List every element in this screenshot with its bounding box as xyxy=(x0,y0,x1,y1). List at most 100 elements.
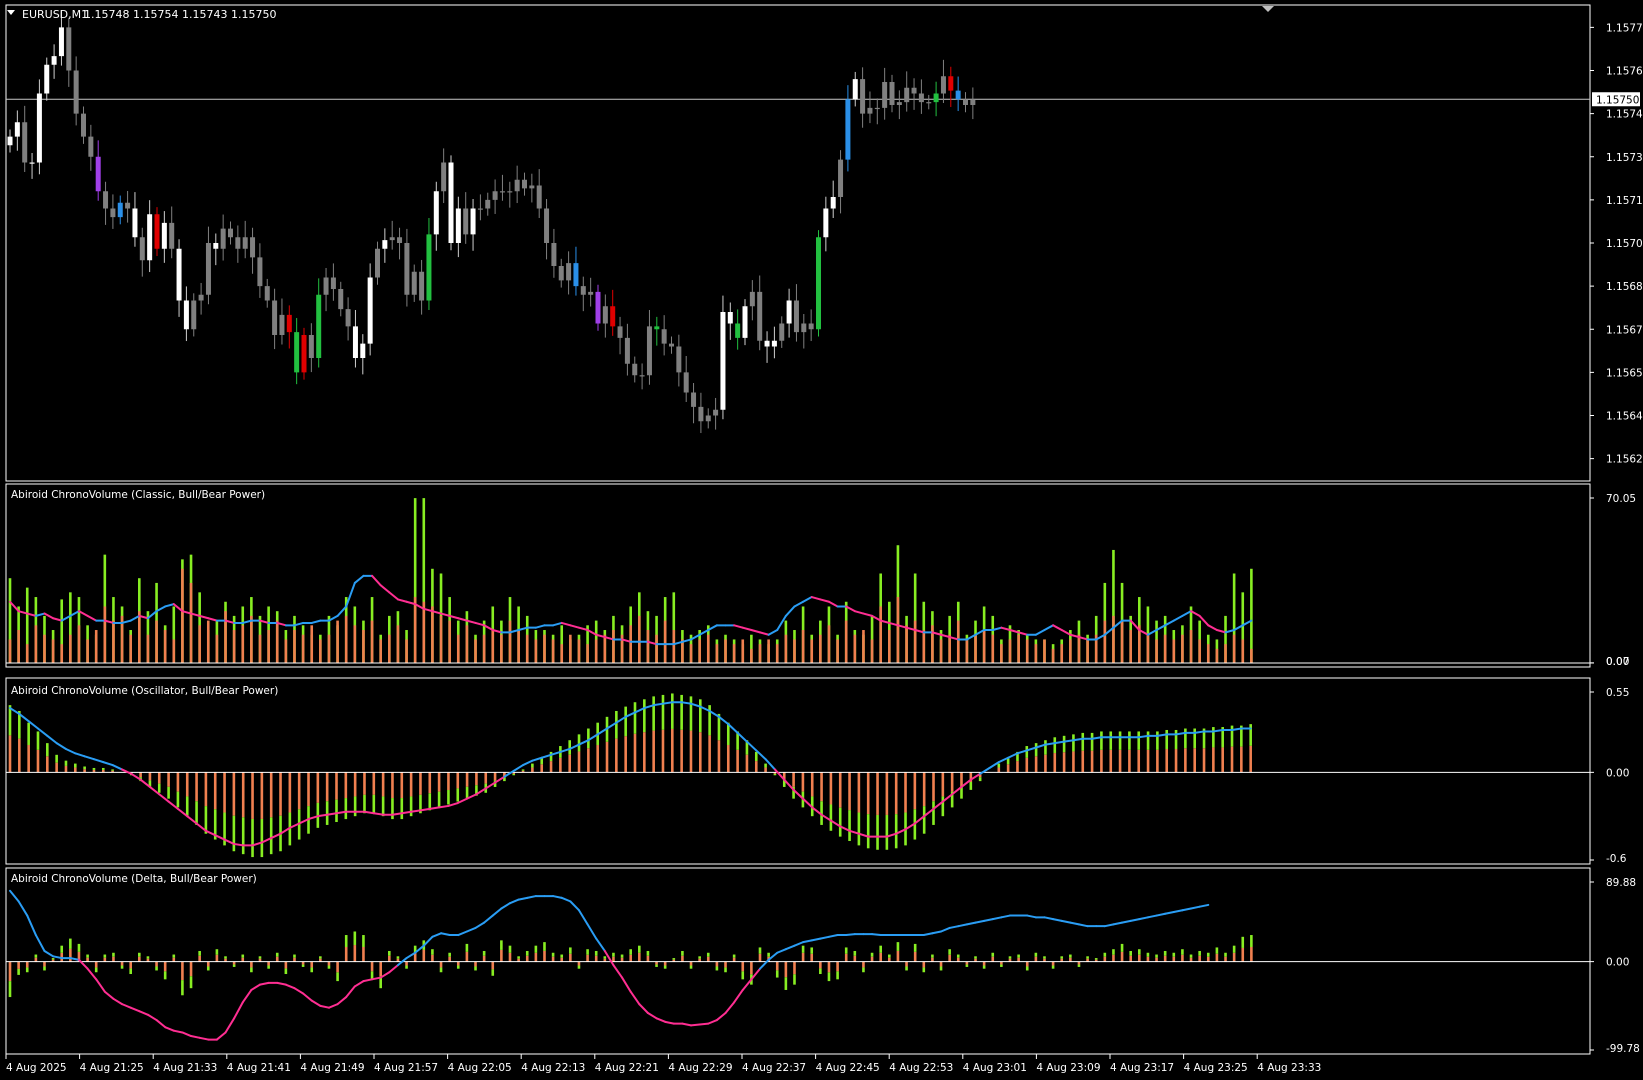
bull-power-bar xyxy=(620,954,624,958)
delta-signal-line xyxy=(655,1017,667,1023)
candle-body xyxy=(911,87,917,94)
classic-signal-line xyxy=(888,621,899,627)
bear-power-bar xyxy=(801,952,805,962)
osc-signal-line xyxy=(120,768,133,775)
bear-power-bar xyxy=(1034,956,1038,962)
delta-signal-line xyxy=(1198,903,1210,908)
candle-body xyxy=(250,237,256,258)
candle-body xyxy=(573,263,579,287)
classic-indicator-pane[interactable]: 70.05 0.070.00 xyxy=(5,483,1636,668)
candle-body xyxy=(683,372,689,393)
delta-indicator-pane[interactable]: 89.88 0.00 -99.78 xyxy=(5,867,1640,1055)
osc-tick-label: -0.6 xyxy=(1606,853,1627,865)
shift-marker-icon[interactable] xyxy=(1262,6,1274,12)
classic-signal-line xyxy=(129,614,141,622)
classic-signal-line xyxy=(86,614,98,622)
bear-power-bar xyxy=(1146,634,1150,663)
classic-signal-line xyxy=(52,617,63,622)
bear-power-bar xyxy=(848,772,851,811)
bull-power-bar xyxy=(941,796,945,817)
bear-power-bar xyxy=(474,961,477,967)
bear-power-bar xyxy=(447,772,450,791)
bull-power-bar xyxy=(456,788,460,802)
candle-body xyxy=(823,208,829,238)
bear-power-bar xyxy=(146,958,150,962)
oscillator-indicator-pane[interactable]: 0.55 0.00 -0.6 xyxy=(5,677,1629,865)
bear-power-bar xyxy=(1034,756,1038,773)
bear-power-bar xyxy=(336,620,339,663)
bear-power-bar xyxy=(1172,639,1176,663)
bear-power-bar xyxy=(1100,749,1103,773)
delta-signal-line xyxy=(17,900,29,917)
bear-power-bar xyxy=(948,954,951,962)
bear-power-bar xyxy=(620,957,624,962)
delta-signal-line xyxy=(776,948,787,954)
bear-power-bar xyxy=(939,639,943,663)
symbol-dropdown-icon[interactable] xyxy=(7,10,15,15)
osc-signal-line xyxy=(708,709,720,718)
classic-signal-line xyxy=(1103,626,1115,636)
classic-signal-line xyxy=(77,610,89,617)
bear-power-bar xyxy=(500,949,503,962)
bear-power-bar xyxy=(991,634,995,663)
bear-power-bar xyxy=(1146,956,1150,962)
candle-body xyxy=(301,335,307,373)
bear-power-bar xyxy=(838,772,842,808)
classic-signal-line xyxy=(974,629,986,636)
candle-body xyxy=(867,107,873,114)
price-tick-label: 1.15670 xyxy=(1606,324,1643,336)
bear-power-bar xyxy=(1025,757,1029,773)
bull-power-bar xyxy=(913,943,917,952)
delta-signal-line xyxy=(526,895,537,899)
bull-power-bar xyxy=(224,956,227,959)
bull-power-bar xyxy=(577,734,581,752)
classic-signal-line xyxy=(690,633,701,641)
bear-power-bar xyxy=(319,958,322,962)
bear-power-bar xyxy=(894,772,898,815)
candle-body xyxy=(845,99,851,160)
candle-body xyxy=(720,312,726,410)
bear-power-bar xyxy=(307,772,310,807)
bear-power-bar xyxy=(475,772,478,786)
osc-signal-line xyxy=(717,715,730,726)
bear-power-bar xyxy=(624,736,627,773)
delta-signal-line xyxy=(1181,907,1193,912)
delta-signal-line xyxy=(336,996,348,1006)
bear-power-bar xyxy=(629,954,632,962)
delta-signal-line xyxy=(310,999,322,1007)
candle-body xyxy=(588,291,594,295)
bear-power-bar xyxy=(500,634,503,663)
bear-power-bar xyxy=(388,634,391,663)
bear-power-bar xyxy=(655,961,658,965)
delta-signal-line xyxy=(276,981,287,986)
bear-power-bar xyxy=(792,772,795,787)
osc-signal-line xyxy=(83,755,95,761)
bull-power-bar xyxy=(708,705,711,736)
bear-power-bar xyxy=(758,644,762,663)
classic-signal-line xyxy=(483,624,494,632)
bear-power-bar xyxy=(353,625,357,663)
candle-body xyxy=(742,306,748,338)
classic-signal-line xyxy=(414,603,425,610)
bull-power-bar xyxy=(8,578,12,663)
bear-power-bar xyxy=(698,639,701,663)
bear-power-bar xyxy=(465,772,469,787)
bull-power-bar xyxy=(663,965,667,969)
candle-body xyxy=(294,332,300,373)
delta-signal-line xyxy=(95,978,106,993)
osc-signal-line xyxy=(148,785,161,796)
bull-power-bar xyxy=(267,965,270,969)
classic-signal-line xyxy=(1138,629,1149,636)
classic-signal-line xyxy=(862,612,874,617)
bull-power-bar xyxy=(876,814,879,850)
bull-power-bar xyxy=(1146,731,1150,750)
bull-power-bar xyxy=(327,965,331,969)
price-pane[interactable]: 1.15775 1.15760 1.15745 1.15730 1.15715 1.157… xyxy=(5,4,1643,482)
delta-signal-line xyxy=(595,937,606,952)
classic-signal-line xyxy=(560,621,572,627)
bull-power-bar xyxy=(745,740,749,755)
classic-signal-line xyxy=(190,612,201,617)
osc-signal-line xyxy=(494,775,506,784)
osc-signal-line xyxy=(932,800,944,810)
